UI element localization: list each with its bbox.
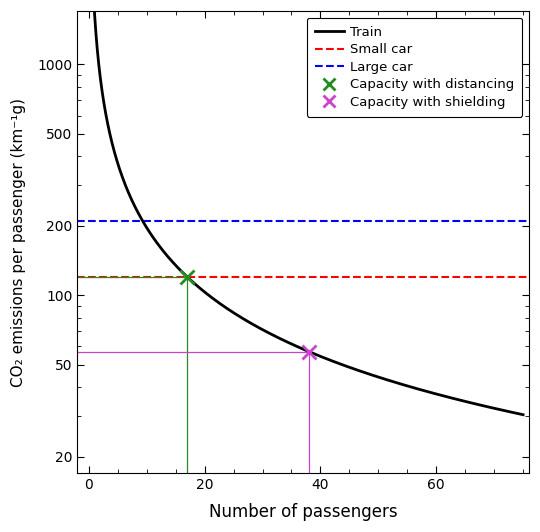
Legend: Train, Small car, Large car, Capacity with distancing, Capacity with shielding: Train, Small car, Large car, Capacity wi… <box>307 18 522 117</box>
X-axis label: Number of passengers: Number of passengers <box>209 503 397 521</box>
Y-axis label: CO₂ emissions per passenger (km⁻¹g): CO₂ emissions per passenger (km⁻¹g) <box>11 97 26 387</box>
